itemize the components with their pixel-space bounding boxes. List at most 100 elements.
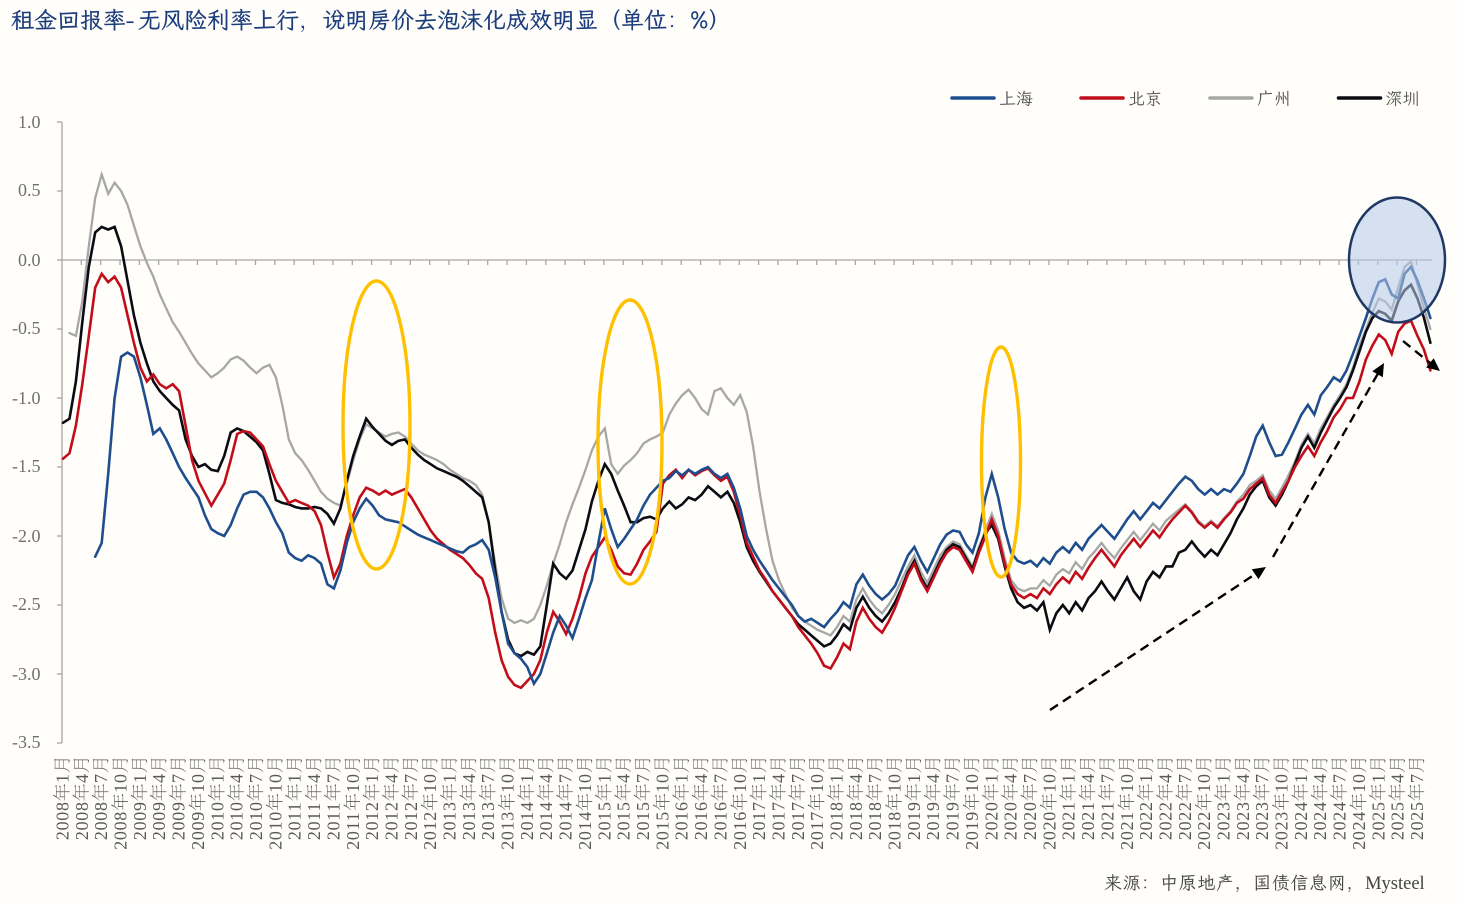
svg-text:2020: 2020 bbox=[1001, 801, 1021, 840]
svg-text:10: 10 bbox=[652, 773, 672, 792]
svg-text:2012: 2012 bbox=[381, 801, 401, 840]
svg-text:2015: 2015 bbox=[614, 801, 634, 840]
svg-text:10: 10 bbox=[111, 773, 131, 792]
svg-text:2024: 2024 bbox=[1291, 801, 1311, 840]
svg-text:4: 4 bbox=[381, 773, 401, 783]
svg-text:2022: 2022 bbox=[1136, 801, 1156, 840]
svg-text:2018: 2018 bbox=[827, 801, 847, 840]
svg-text:4: 4 bbox=[846, 773, 866, 783]
svg-text:2014: 2014 bbox=[575, 811, 595, 850]
svg-text:4: 4 bbox=[1310, 773, 1330, 783]
svg-text:2025: 2025 bbox=[1368, 801, 1388, 840]
svg-text:4: 4 bbox=[536, 773, 556, 783]
svg-text:2023: 2023 bbox=[1272, 811, 1292, 850]
svg-text:10: 10 bbox=[962, 773, 982, 792]
svg-text:-3.0: -3.0 bbox=[12, 664, 41, 684]
svg-text:2023: 2023 bbox=[1214, 801, 1234, 840]
svg-text:-2.0: -2.0 bbox=[12, 526, 41, 546]
svg-text:4: 4 bbox=[149, 773, 169, 783]
svg-text:2017: 2017 bbox=[769, 801, 789, 840]
svg-text:-0.5: -0.5 bbox=[12, 318, 41, 338]
svg-text:10: 10 bbox=[1194, 773, 1214, 792]
svg-text:2016: 2016 bbox=[691, 801, 711, 840]
svg-text:2013: 2013 bbox=[478, 801, 498, 840]
svg-text:4: 4 bbox=[1078, 773, 1098, 783]
svg-text:2019: 2019 bbox=[962, 811, 982, 850]
svg-text:2021: 2021 bbox=[1059, 801, 1079, 840]
svg-text:7: 7 bbox=[788, 773, 808, 783]
svg-text:2024: 2024 bbox=[1349, 811, 1369, 850]
svg-text:2014: 2014 bbox=[556, 801, 576, 840]
svg-text:2013: 2013 bbox=[498, 811, 518, 850]
svg-text:2017: 2017 bbox=[749, 801, 769, 840]
svg-text:10: 10 bbox=[885, 773, 905, 792]
svg-text:2018: 2018 bbox=[846, 801, 866, 840]
svg-text:1: 1 bbox=[1136, 773, 1156, 783]
svg-text:-1.0: -1.0 bbox=[12, 388, 41, 408]
svg-text:2023: 2023 bbox=[1252, 801, 1272, 840]
svg-text:2022: 2022 bbox=[1156, 801, 1176, 840]
svg-text:2011: 2011 bbox=[323, 802, 343, 840]
svg-text:1: 1 bbox=[285, 773, 305, 783]
svg-text:2008: 2008 bbox=[72, 801, 92, 840]
svg-text:2019: 2019 bbox=[904, 801, 924, 840]
svg-text:2015: 2015 bbox=[633, 801, 653, 840]
svg-text:2019: 2019 bbox=[923, 801, 943, 840]
svg-text:2011: 2011 bbox=[343, 812, 363, 850]
svg-text:2022: 2022 bbox=[1194, 811, 1214, 850]
svg-text:1: 1 bbox=[594, 773, 614, 783]
svg-text:10: 10 bbox=[420, 773, 440, 792]
svg-text:7: 7 bbox=[710, 773, 730, 783]
svg-text:0.5: 0.5 bbox=[18, 180, 41, 200]
svg-text:2018: 2018 bbox=[885, 811, 905, 850]
svg-text:1: 1 bbox=[749, 773, 769, 783]
svg-text:10: 10 bbox=[730, 773, 750, 792]
svg-text:2021: 2021 bbox=[1078, 801, 1098, 840]
svg-text:7: 7 bbox=[865, 773, 885, 783]
svg-text:7: 7 bbox=[556, 773, 576, 783]
svg-text:2016: 2016 bbox=[710, 801, 730, 840]
svg-text:Mysteel: Mysteel bbox=[1365, 874, 1425, 894]
svg-text:-3.5: -3.5 bbox=[12, 732, 41, 752]
svg-text:2012: 2012 bbox=[401, 801, 421, 840]
svg-text:2010: 2010 bbox=[246, 801, 266, 840]
svg-text:7: 7 bbox=[478, 773, 498, 783]
svg-text:4: 4 bbox=[1388, 773, 1408, 783]
svg-text:10: 10 bbox=[343, 773, 363, 792]
svg-text:2019: 2019 bbox=[943, 801, 963, 840]
svg-text:7: 7 bbox=[401, 773, 421, 783]
svg-text:2015: 2015 bbox=[652, 811, 672, 850]
svg-text:7: 7 bbox=[169, 773, 189, 783]
svg-text:7: 7 bbox=[1020, 773, 1040, 783]
svg-text:2020: 2020 bbox=[1020, 801, 1040, 840]
svg-text:2014: 2014 bbox=[536, 801, 556, 840]
svg-text:4: 4 bbox=[691, 773, 711, 783]
svg-text:2018: 2018 bbox=[865, 801, 885, 840]
svg-text:1: 1 bbox=[362, 773, 382, 783]
svg-text:7: 7 bbox=[91, 773, 111, 783]
svg-text:1: 1 bbox=[981, 773, 1001, 783]
svg-text:2009: 2009 bbox=[188, 811, 208, 850]
svg-text:1: 1 bbox=[440, 773, 460, 783]
svg-text:1: 1 bbox=[53, 773, 73, 783]
svg-text:7: 7 bbox=[1330, 773, 1350, 783]
svg-text:2020: 2020 bbox=[1039, 811, 1059, 850]
svg-text:4: 4 bbox=[614, 773, 634, 783]
svg-text:4: 4 bbox=[459, 773, 479, 783]
svg-text:2020: 2020 bbox=[981, 801, 1001, 840]
svg-text:4: 4 bbox=[72, 773, 92, 783]
svg-text:2025: 2025 bbox=[1407, 801, 1427, 840]
svg-text:1: 1 bbox=[517, 773, 537, 783]
svg-text:2017: 2017 bbox=[807, 811, 827, 850]
svg-text:2009: 2009 bbox=[130, 801, 150, 840]
svg-text:10: 10 bbox=[575, 773, 595, 792]
svg-text:1: 1 bbox=[130, 773, 150, 783]
svg-text:1: 1 bbox=[904, 773, 924, 783]
svg-text:2017: 2017 bbox=[788, 801, 808, 840]
svg-text:1: 1 bbox=[672, 773, 692, 783]
svg-text:10: 10 bbox=[807, 773, 827, 792]
svg-text:2010: 2010 bbox=[265, 811, 285, 850]
svg-text:2008: 2008 bbox=[111, 811, 131, 850]
svg-text:2011: 2011 bbox=[304, 802, 324, 840]
svg-text:4: 4 bbox=[923, 773, 943, 783]
